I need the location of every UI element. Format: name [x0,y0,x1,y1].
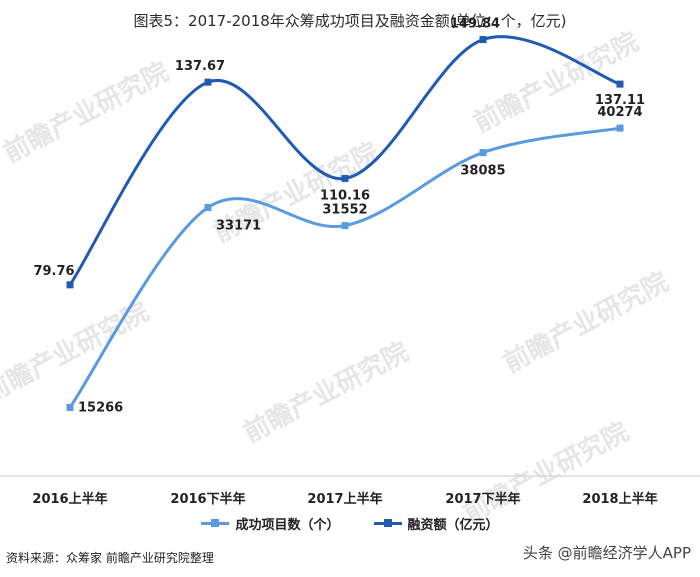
data-point-projects [616,124,624,132]
legend-label-funding: 融资额（亿元） [407,518,499,533]
legend-marker-projects [211,519,220,527]
x-tick-label: 2017上半年 [307,491,382,507]
x-tick-label: 2017下半年 [445,491,520,507]
legend-swatch-funding [373,519,402,527]
data-label-funding: 149.84 [450,17,500,32]
chart-title: 图表5：2017-2018年众筹成功项目及融资金额(单位：个，亿元) [133,12,567,30]
data-label-projects: 33171 [216,218,261,233]
data-label-funding: 137.67 [175,59,225,74]
source-note: 资料来源：众筹家 前瞻产业研究院整理 [6,551,214,565]
data-point-projects [341,222,349,230]
data-point-funding [479,36,487,44]
data-point-funding [204,78,212,86]
legend-item-funding: 融资额（亿元） [373,514,499,533]
watermark-3: 前瞻产业研究院 [0,296,154,409]
x-tick-label: 2018上半年 [582,491,657,507]
data-point-projects [204,203,212,211]
x-tick-label: 2016上半年 [32,491,107,507]
legend-item-projects: 成功项目数（个） [201,514,340,533]
x-tick-label: 2016下半年 [170,491,245,507]
legend-label-projects: 成功项目数（个） [235,518,340,533]
watermark-6: 前瞻产业研究院 [458,416,633,529]
data-point-funding [66,281,74,289]
watermark-5: 前瞻产业研究院 [498,266,673,379]
data-label-funding: 137.11 [595,93,645,108]
chart-legend: 成功项目数（个） 融资额（亿元） [0,514,700,533]
series-line-funding [68,35,621,286]
credit-watermark: 头条 @前瞻经济学人APP [519,541,694,564]
data-label-projects: 15266 [78,400,123,415]
legend-swatch-projects [201,519,230,527]
data-label-projects: 38085 [460,164,505,179]
data-point-projects [479,149,487,157]
data-label-projects: 31552 [322,203,367,218]
legend-marker-funding [383,519,392,527]
data-label-funding: 79.76 [33,264,74,279]
data-point-projects [66,403,74,411]
data-label-funding: 110.16 [320,188,370,203]
data-point-funding [616,80,624,88]
series-line-projects [68,126,621,409]
watermark-4: 前瞻产业研究院 [238,336,413,449]
data-point-funding [341,174,349,182]
data-label-projects: 40274 [597,105,642,120]
